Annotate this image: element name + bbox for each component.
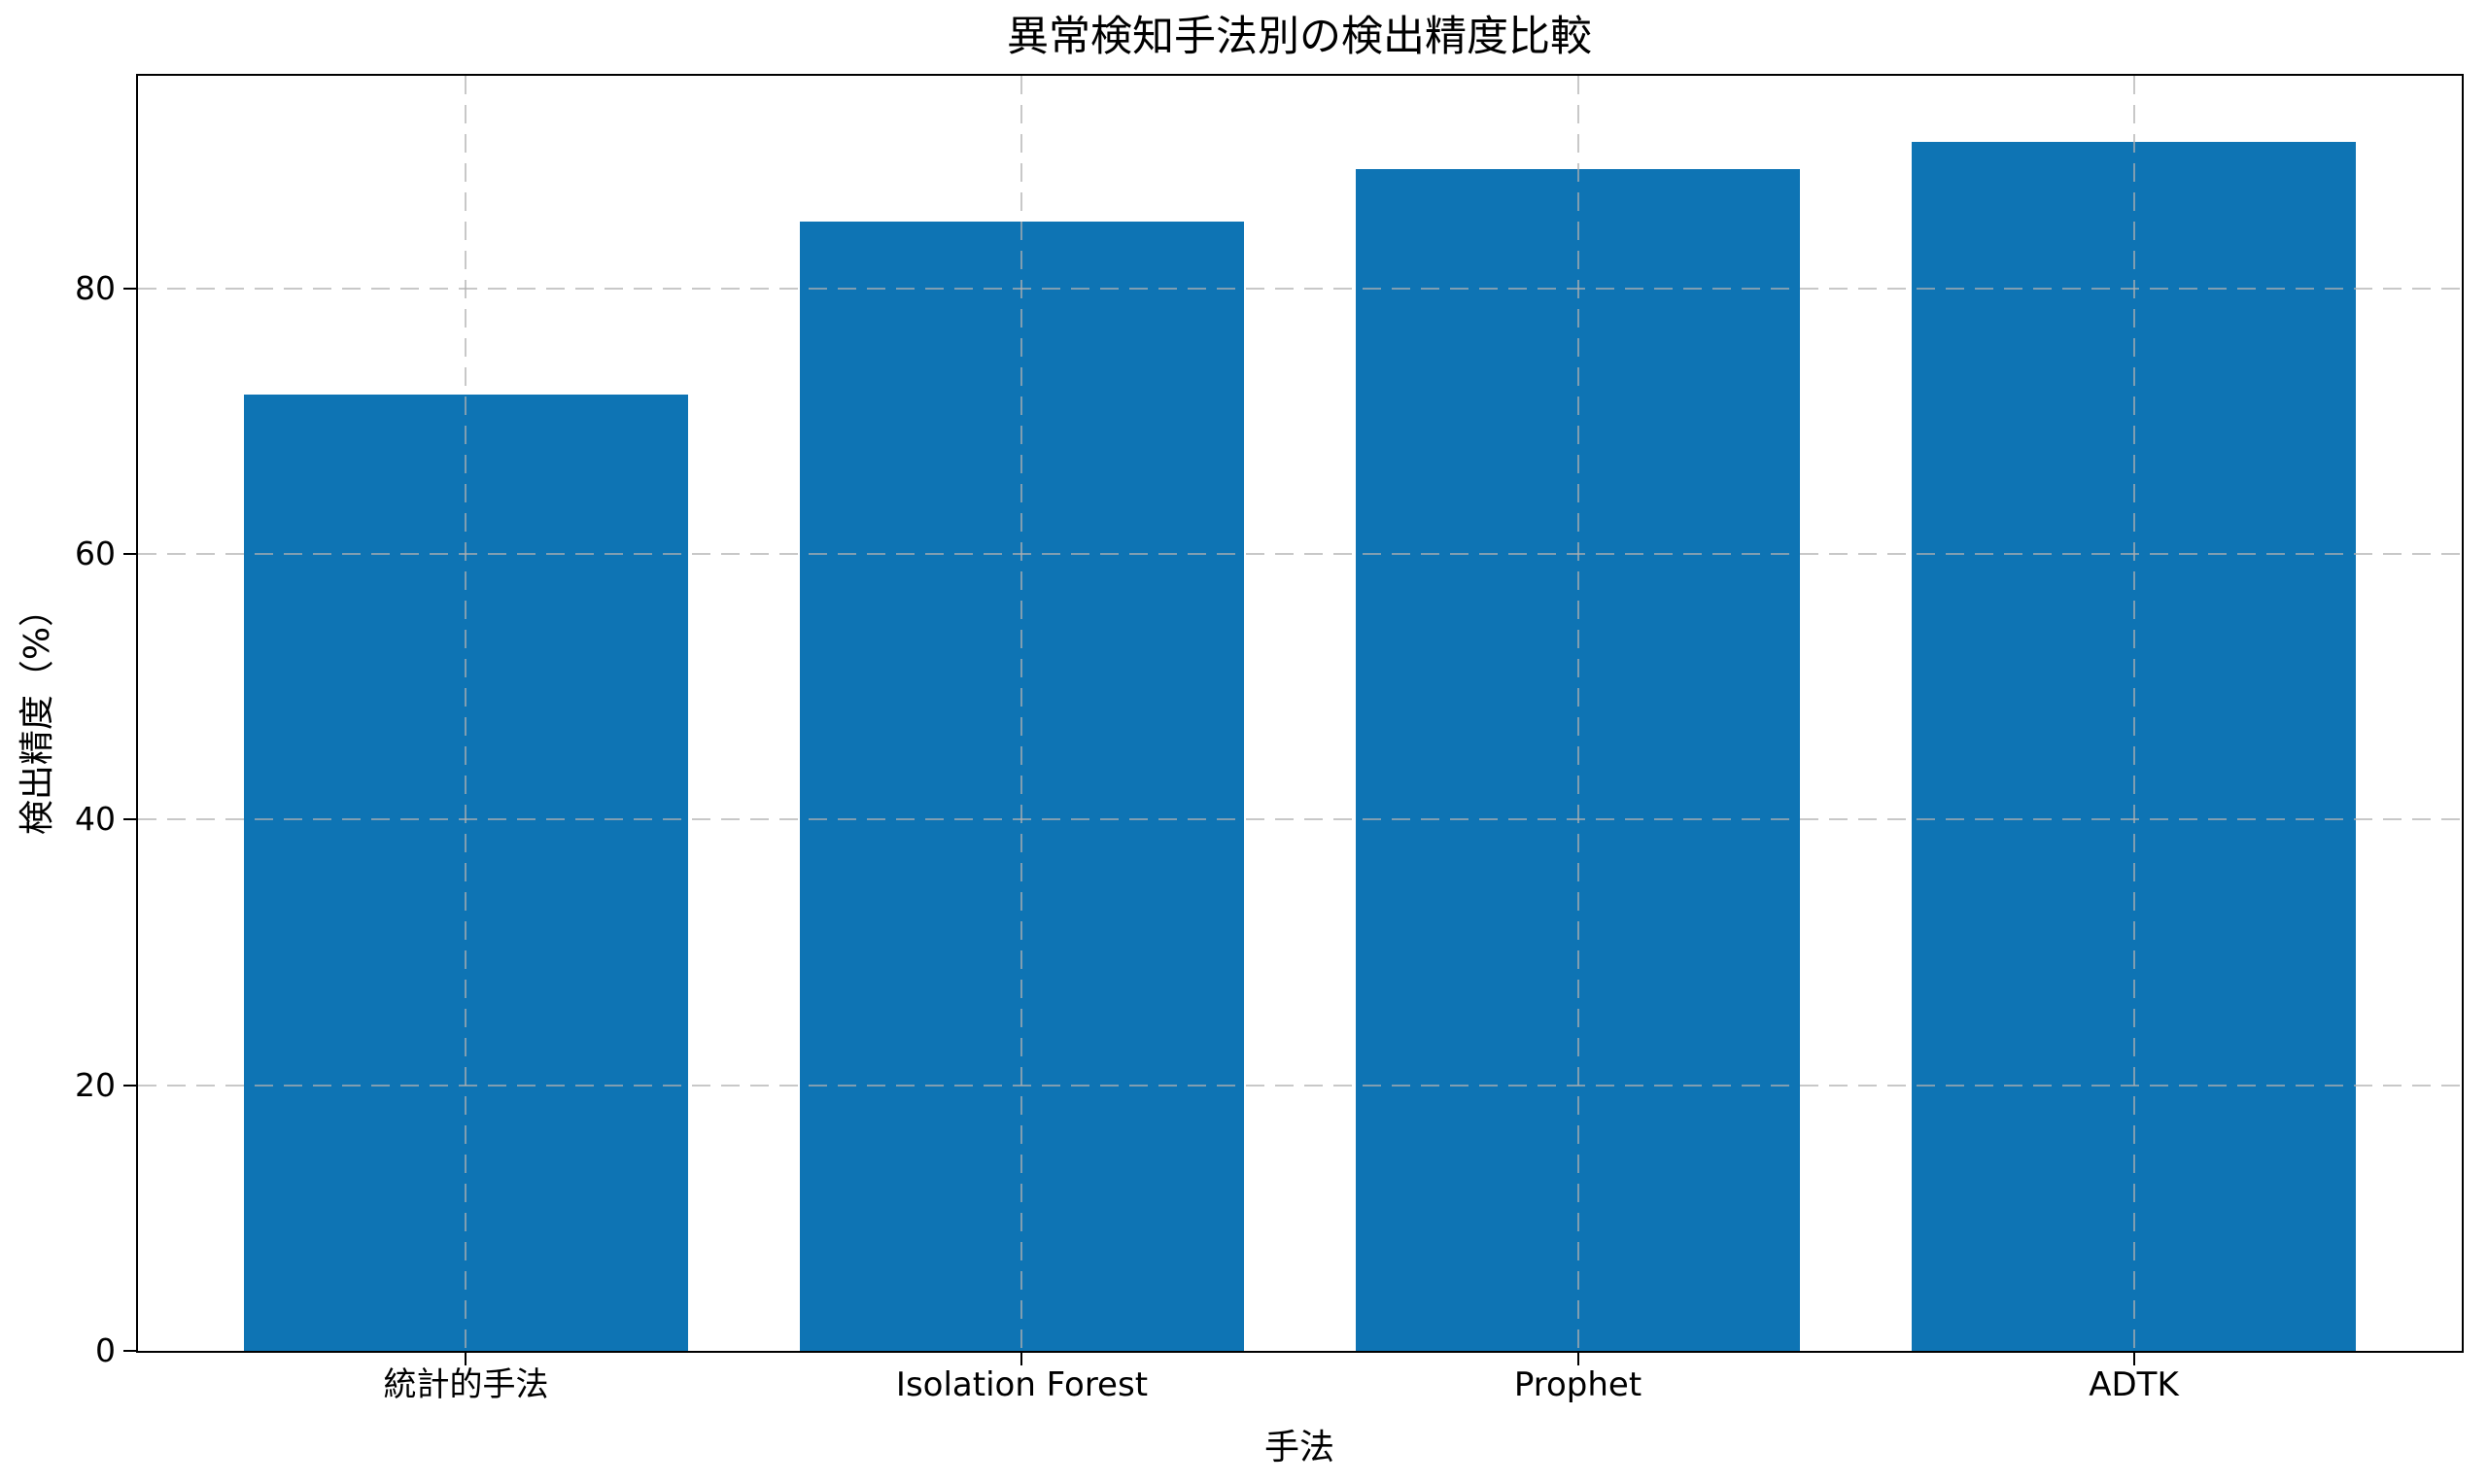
y-tick-mark	[123, 1084, 136, 1087]
y-axis-label: 検出精度（%）	[17, 591, 57, 836]
y-tick-label: 20	[75, 1065, 116, 1104]
y-gridline	[138, 1084, 2462, 1087]
y-tick-label: 0	[95, 1331, 116, 1369]
plot-area	[136, 74, 2464, 1353]
y-tick-mark	[123, 553, 136, 555]
x-gridline	[2132, 76, 2135, 1351]
y-tick-mark	[123, 818, 136, 821]
x-gridline	[1020, 76, 1023, 1351]
x-gridline	[1576, 76, 1579, 1351]
y-tick-mark	[123, 287, 136, 290]
y-tick-mark	[123, 1350, 136, 1352]
chart-title: 異常検知手法別の検出精度比較	[1007, 13, 1592, 61]
y-tick-label: 80	[75, 268, 116, 307]
y-tick-label: 40	[75, 800, 116, 839]
x-tick-mark	[1020, 1353, 1023, 1365]
x-tick-label: Isolation Forest	[895, 1365, 1149, 1404]
x-axis-label: 手法	[1263, 1428, 1334, 1467]
x-tick-label: Prophet	[1513, 1365, 1642, 1404]
x-tick-label: 統計的手法	[383, 1365, 549, 1404]
x-tick-mark	[465, 1353, 467, 1365]
x-gridline	[465, 76, 467, 1351]
x-tick-mark	[1576, 1353, 1579, 1365]
y-tick-label: 60	[75, 535, 116, 572]
x-tick-mark	[2132, 1353, 2135, 1365]
y-gridline	[138, 287, 2462, 290]
y-gridline	[138, 818, 2462, 821]
x-tick-label: ADTK	[2089, 1365, 2179, 1404]
y-gridline	[138, 553, 2462, 555]
